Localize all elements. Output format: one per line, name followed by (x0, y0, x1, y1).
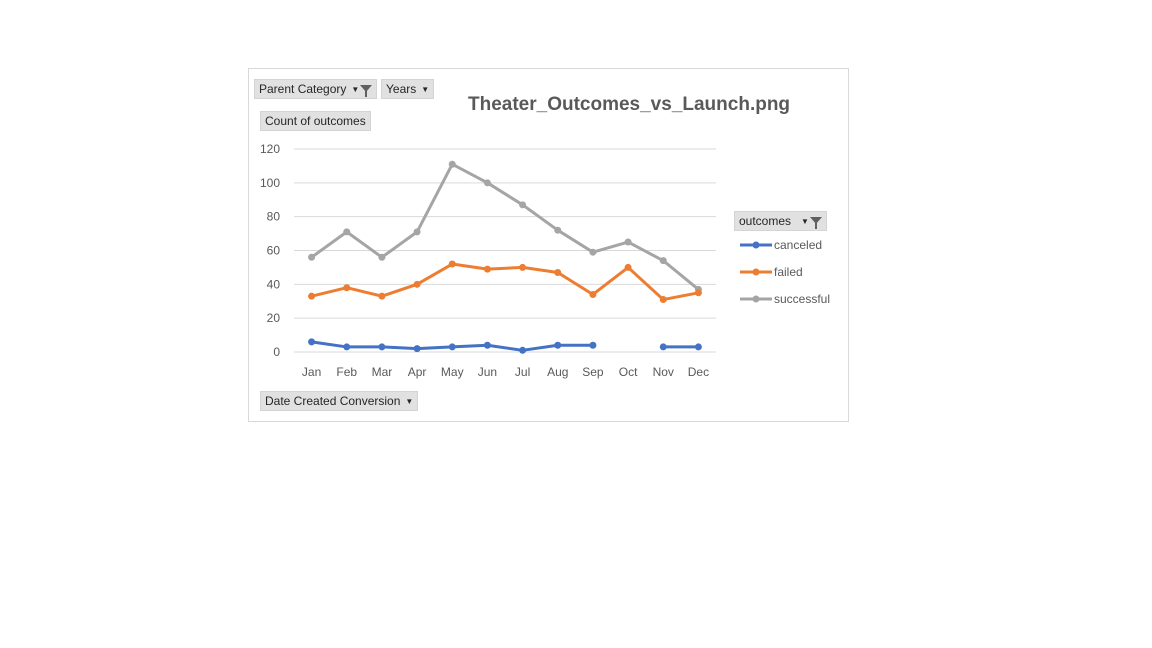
data-point-canceled (659, 343, 667, 351)
x-tick-label: Sep (582, 365, 604, 379)
legend-label-failed: failed (774, 265, 803, 279)
legend-label-successful: successful (774, 292, 830, 306)
x-tick-label: Apr (408, 365, 427, 379)
data-point-successful (448, 160, 456, 168)
dropdown-arrow-icon: ▼ (421, 85, 430, 94)
data-point-successful (413, 228, 421, 236)
data-point-canceled (519, 346, 527, 354)
dropdown-arrow-icon: ▼ (801, 217, 809, 226)
filter-funnel-icon (360, 85, 373, 97)
data-point-canceled (413, 345, 421, 353)
data-point-canceled (483, 341, 491, 349)
outcomes-label: outcomes (739, 214, 792, 228)
legend-marker-canceled (752, 241, 760, 249)
x-tick-label: Mar (372, 365, 393, 379)
data-point-failed (378, 292, 386, 300)
y-tick-label: 80 (267, 210, 281, 224)
data-point-failed (589, 290, 597, 298)
data-point-canceled (694, 343, 702, 351)
data-point-failed (519, 263, 527, 271)
x-tick-label: Aug (547, 365, 568, 379)
data-point-failed (448, 260, 456, 268)
filter-funnel-icon (809, 217, 822, 229)
x-tick-label: Nov (653, 365, 674, 379)
x-tick-label: Jun (478, 365, 497, 379)
data-point-canceled (308, 338, 316, 346)
data-point-failed (343, 284, 351, 292)
legend-label-canceled: canceled (774, 238, 822, 252)
data-point-successful (483, 179, 491, 187)
data-point-successful (624, 238, 632, 246)
x-tick-label: Feb (336, 365, 357, 379)
x-tick-label: Dec (688, 365, 709, 379)
x-tick-label: Jul (515, 365, 530, 379)
dropdown-arrow-icon: ▼ (351, 85, 360, 94)
y-tick-label: 0 (273, 345, 280, 359)
data-point-failed (308, 292, 316, 300)
y-tick-label: 40 (267, 277, 281, 291)
date-created-axis-button[interactable]: Date Created Conversion ▼ (260, 391, 419, 411)
data-point-failed (483, 265, 491, 273)
years-filter-button[interactable]: Years ▼ (381, 79, 435, 99)
data-point-failed (554, 268, 562, 276)
parent-category-label: Parent Category (259, 82, 347, 96)
data-point-successful (519, 201, 527, 209)
y-tick-label: 60 (267, 244, 281, 258)
data-point-successful (343, 228, 351, 236)
x-tick-label: May (441, 365, 464, 379)
data-point-failed (624, 263, 632, 271)
data-point-successful (308, 253, 316, 261)
data-point-successful (378, 253, 386, 261)
value-field-button[interactable]: Count of outcomes (260, 111, 371, 131)
y-tick-label: 20 (267, 311, 281, 325)
data-point-failed (659, 296, 667, 304)
data-point-canceled (589, 341, 597, 349)
date-created-label: Date Created Conversion (265, 394, 401, 408)
data-point-canceled (378, 343, 386, 351)
count-of-outcomes-label: Count of outcomes (265, 114, 366, 128)
data-point-canceled (448, 343, 456, 351)
outcomes-legend-filter-button[interactable]: outcomes ▼ (734, 211, 827, 231)
x-tick-label: Oct (619, 365, 638, 379)
data-point-successful (589, 248, 597, 256)
legend-marker-failed (752, 268, 760, 276)
dropdown-arrow-icon: ▼ (405, 397, 414, 406)
data-point-successful (659, 257, 667, 265)
chart-title: Theater_Outcomes_vs_Launch.png (468, 94, 791, 115)
data-point-failed (694, 289, 702, 297)
y-tick-label: 120 (260, 142, 280, 156)
parent-category-filter-button[interactable]: Parent Category ▼ (254, 79, 378, 99)
data-point-successful (554, 226, 562, 234)
series-line-successful (310, 162, 700, 291)
y-tick-label: 100 (260, 176, 280, 190)
years-label: Years (386, 82, 417, 96)
x-tick-label: Jan (302, 365, 321, 379)
legend-marker-successful (752, 295, 760, 303)
data-point-failed (413, 280, 421, 288)
data-point-canceled (343, 343, 351, 351)
series-line-failed (311, 262, 699, 302)
data-point-canceled (554, 341, 562, 349)
